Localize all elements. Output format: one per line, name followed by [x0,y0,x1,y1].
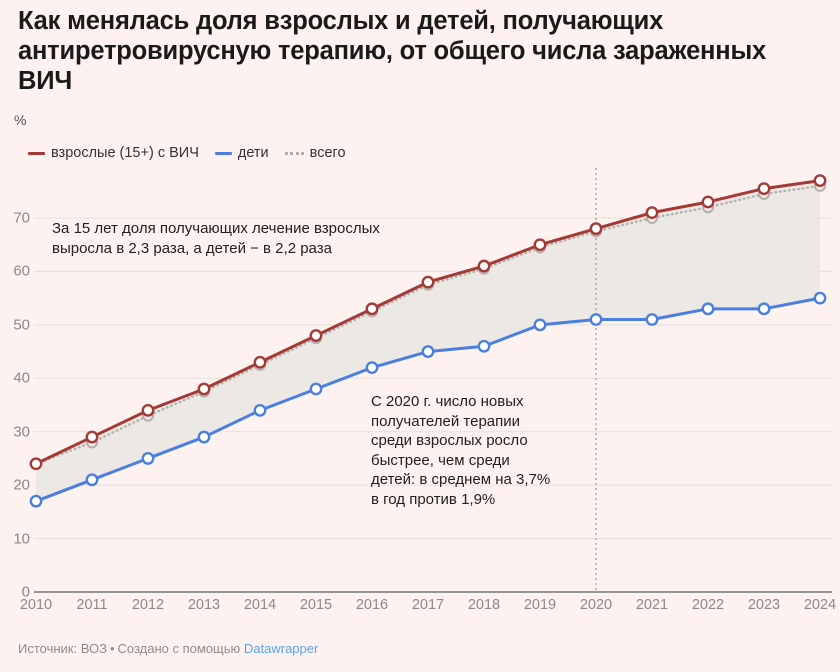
data-point [701,195,715,209]
x-axis-tick-label: 2020 [579,597,613,613]
x-axis-tick-label: 2019 [523,597,557,613]
data-point [533,238,547,252]
x-axis-tick-label: 2011 [76,597,108,613]
data-point [589,313,603,326]
data-point [421,275,435,289]
data-point [534,241,546,254]
x-axis-tick-label: 2018 [467,597,501,613]
legend-label-children: дети [237,145,269,161]
data-point [590,225,602,238]
chart-header: Как менялась доля взрослых и детей, полу… [18,6,824,96]
chart-unit-label: % [14,112,27,128]
y-axis-tick-label: 70 [13,209,30,227]
chart-legend: взрослые (15+) с ВИЧ дети всего [28,146,346,161]
footer-credit: Создано с помощью [117,641,241,656]
x-axis-tick-label: 2016 [355,597,389,613]
data-point [86,436,98,449]
data-point [253,355,267,369]
legend-swatch-children-icon [214,151,232,155]
legend-item-children[interactable]: дети [214,145,269,161]
data-point [814,179,826,192]
data-point [645,313,659,326]
y-axis-tick-label: 40 [13,369,30,387]
data-point [254,358,266,371]
data-point [533,318,547,332]
data-point [477,339,491,353]
data-point [478,262,490,275]
x-axis-tick-label: 2014 [243,597,277,613]
x-axis-tick-label: 2024 [803,597,837,613]
data-point [813,174,827,188]
data-point [85,430,99,444]
data-point [645,206,659,220]
data-point [757,182,771,196]
data-point [702,201,714,214]
data-point [477,259,491,273]
data-point [589,222,603,236]
data-point [198,385,210,398]
data-point [365,302,379,316]
data-point [366,305,378,318]
data-point [29,457,43,471]
data-point [701,302,715,316]
data-point [309,329,323,342]
y-axis-tick-label: 30 [13,423,30,441]
legend-label-total: всего [309,145,346,161]
footer-separator: • [109,641,115,656]
y-axis-tick-label: 20 [13,476,30,494]
data-point [310,332,322,345]
x-axis-tick-label: 2021 [635,597,669,613]
legend-swatch-adults-icon [28,151,45,155]
data-point [813,291,827,305]
data-point [757,302,771,316]
data-point [141,403,155,417]
chart-footer: Источник: ВОЗ • Создано с помощью Datawrap… [18,641,318,656]
x-axis-tick-label: 2022 [691,597,725,613]
legend-item-total[interactable]: всего [284,145,346,161]
data-point [253,403,267,417]
x-axis-tick-label: 2013 [187,597,221,613]
legend-label-adults: взрослые (15+) с ВИЧ [51,145,199,161]
y-axis-tick-label: 50 [13,316,30,334]
x-axis-tick-label: 2012 [131,597,165,613]
data-point [646,212,658,224]
x-axis-tick-label: 2015 [299,597,333,613]
data-point [422,278,434,291]
legend-item-adults[interactable]: взрослые (15+) с ВИЧ [28,146,199,161]
annotation-since-2020: С 2020 г. число новых получателей терапи… [371,393,551,508]
footer-source: Источник: ВОЗ [18,641,107,656]
footer-datawrapper-link[interactable]: Datawrapper [243,641,319,656]
annotation-growth: За 15 лет доля получающих лечение взросл… [52,220,380,257]
data-point [30,457,42,470]
data-point [197,382,211,396]
data-point [758,187,770,200]
data-point [142,409,154,422]
x-axis-tick-label: 2017 [411,597,445,613]
x-axis-tick-label: 2010 [19,597,53,613]
data-point [365,361,379,374]
data-point [85,473,99,487]
y-axis-tick-label: 0 [21,583,30,601]
data-point [309,382,323,396]
y-axis-tick-label: 60 [13,262,30,280]
page-title: Как менялась доля взрослых и детей, полу… [18,7,767,95]
data-point [141,452,155,465]
x-axis-tick-label: 2023 [747,597,781,613]
data-point [29,494,43,508]
data-point [197,430,211,444]
data-point [421,345,435,358]
legend-swatch-total-icon [284,151,304,155]
y-axis-tick-label: 10 [13,530,30,548]
